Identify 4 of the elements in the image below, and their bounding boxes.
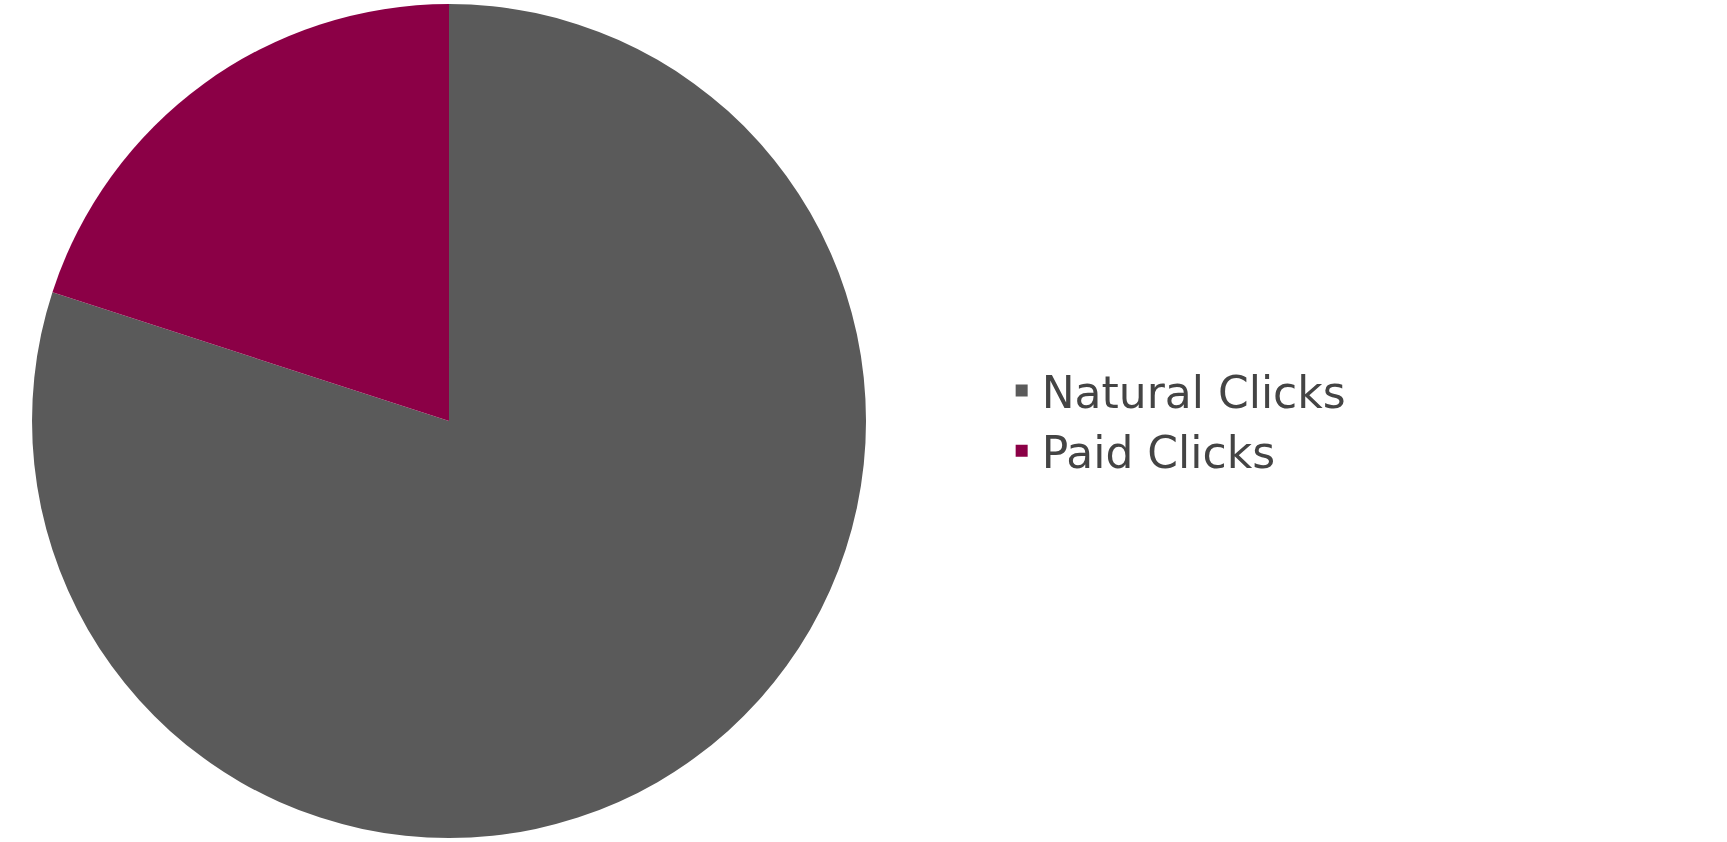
pie-slice [52, 4, 450, 421]
legend-label: Paid Clicks [1041, 426, 1276, 478]
pie-slice [32, 4, 866, 838]
legend-label: Natural Clicks [1041, 366, 1346, 418]
